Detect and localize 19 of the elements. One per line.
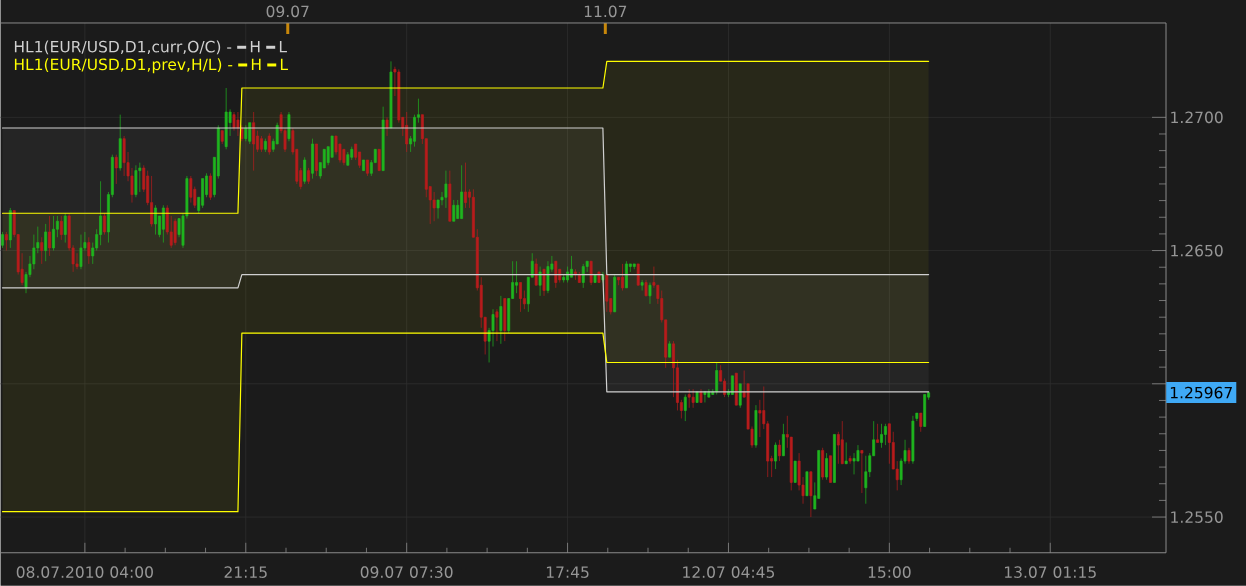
x2-tick-label: 11.07 [584, 5, 627, 18]
x2-tick-label: 09.07 [266, 5, 309, 18]
legend-label: L [279, 41, 287, 53]
x-tick-label: 17:45 [546, 566, 589, 579]
y-tick-label: 1.2550 [1171, 511, 1223, 524]
annotation: HL1(EUR/USD,D1,curr,O/C) - [14, 40, 232, 55]
x-tick-label: 12.07 04:45 [683, 566, 775, 579]
text: 1.25967 [1170, 386, 1232, 399]
x-tick-label: 09.07 07:30 [360, 566, 453, 579]
annotation: HL1(EUR/USD,D1,prev,H/L) - [14, 58, 233, 74]
legend-label: H [251, 58, 261, 71]
x-tick-label: 13.07 01:15 [1004, 566, 1096, 579]
y-tick-label: 1.2700 [1171, 111, 1223, 124]
x-tick-label: 15:00 [868, 566, 911, 579]
y-tick-label: 1.2650 [1171, 244, 1223, 257]
legend-label: H [250, 41, 260, 53]
legend-label: L [280, 58, 288, 71]
x-tick-label: 08.07.2010 04:00 [16, 566, 153, 579]
x-tick-label: 21:15 [224, 566, 267, 579]
